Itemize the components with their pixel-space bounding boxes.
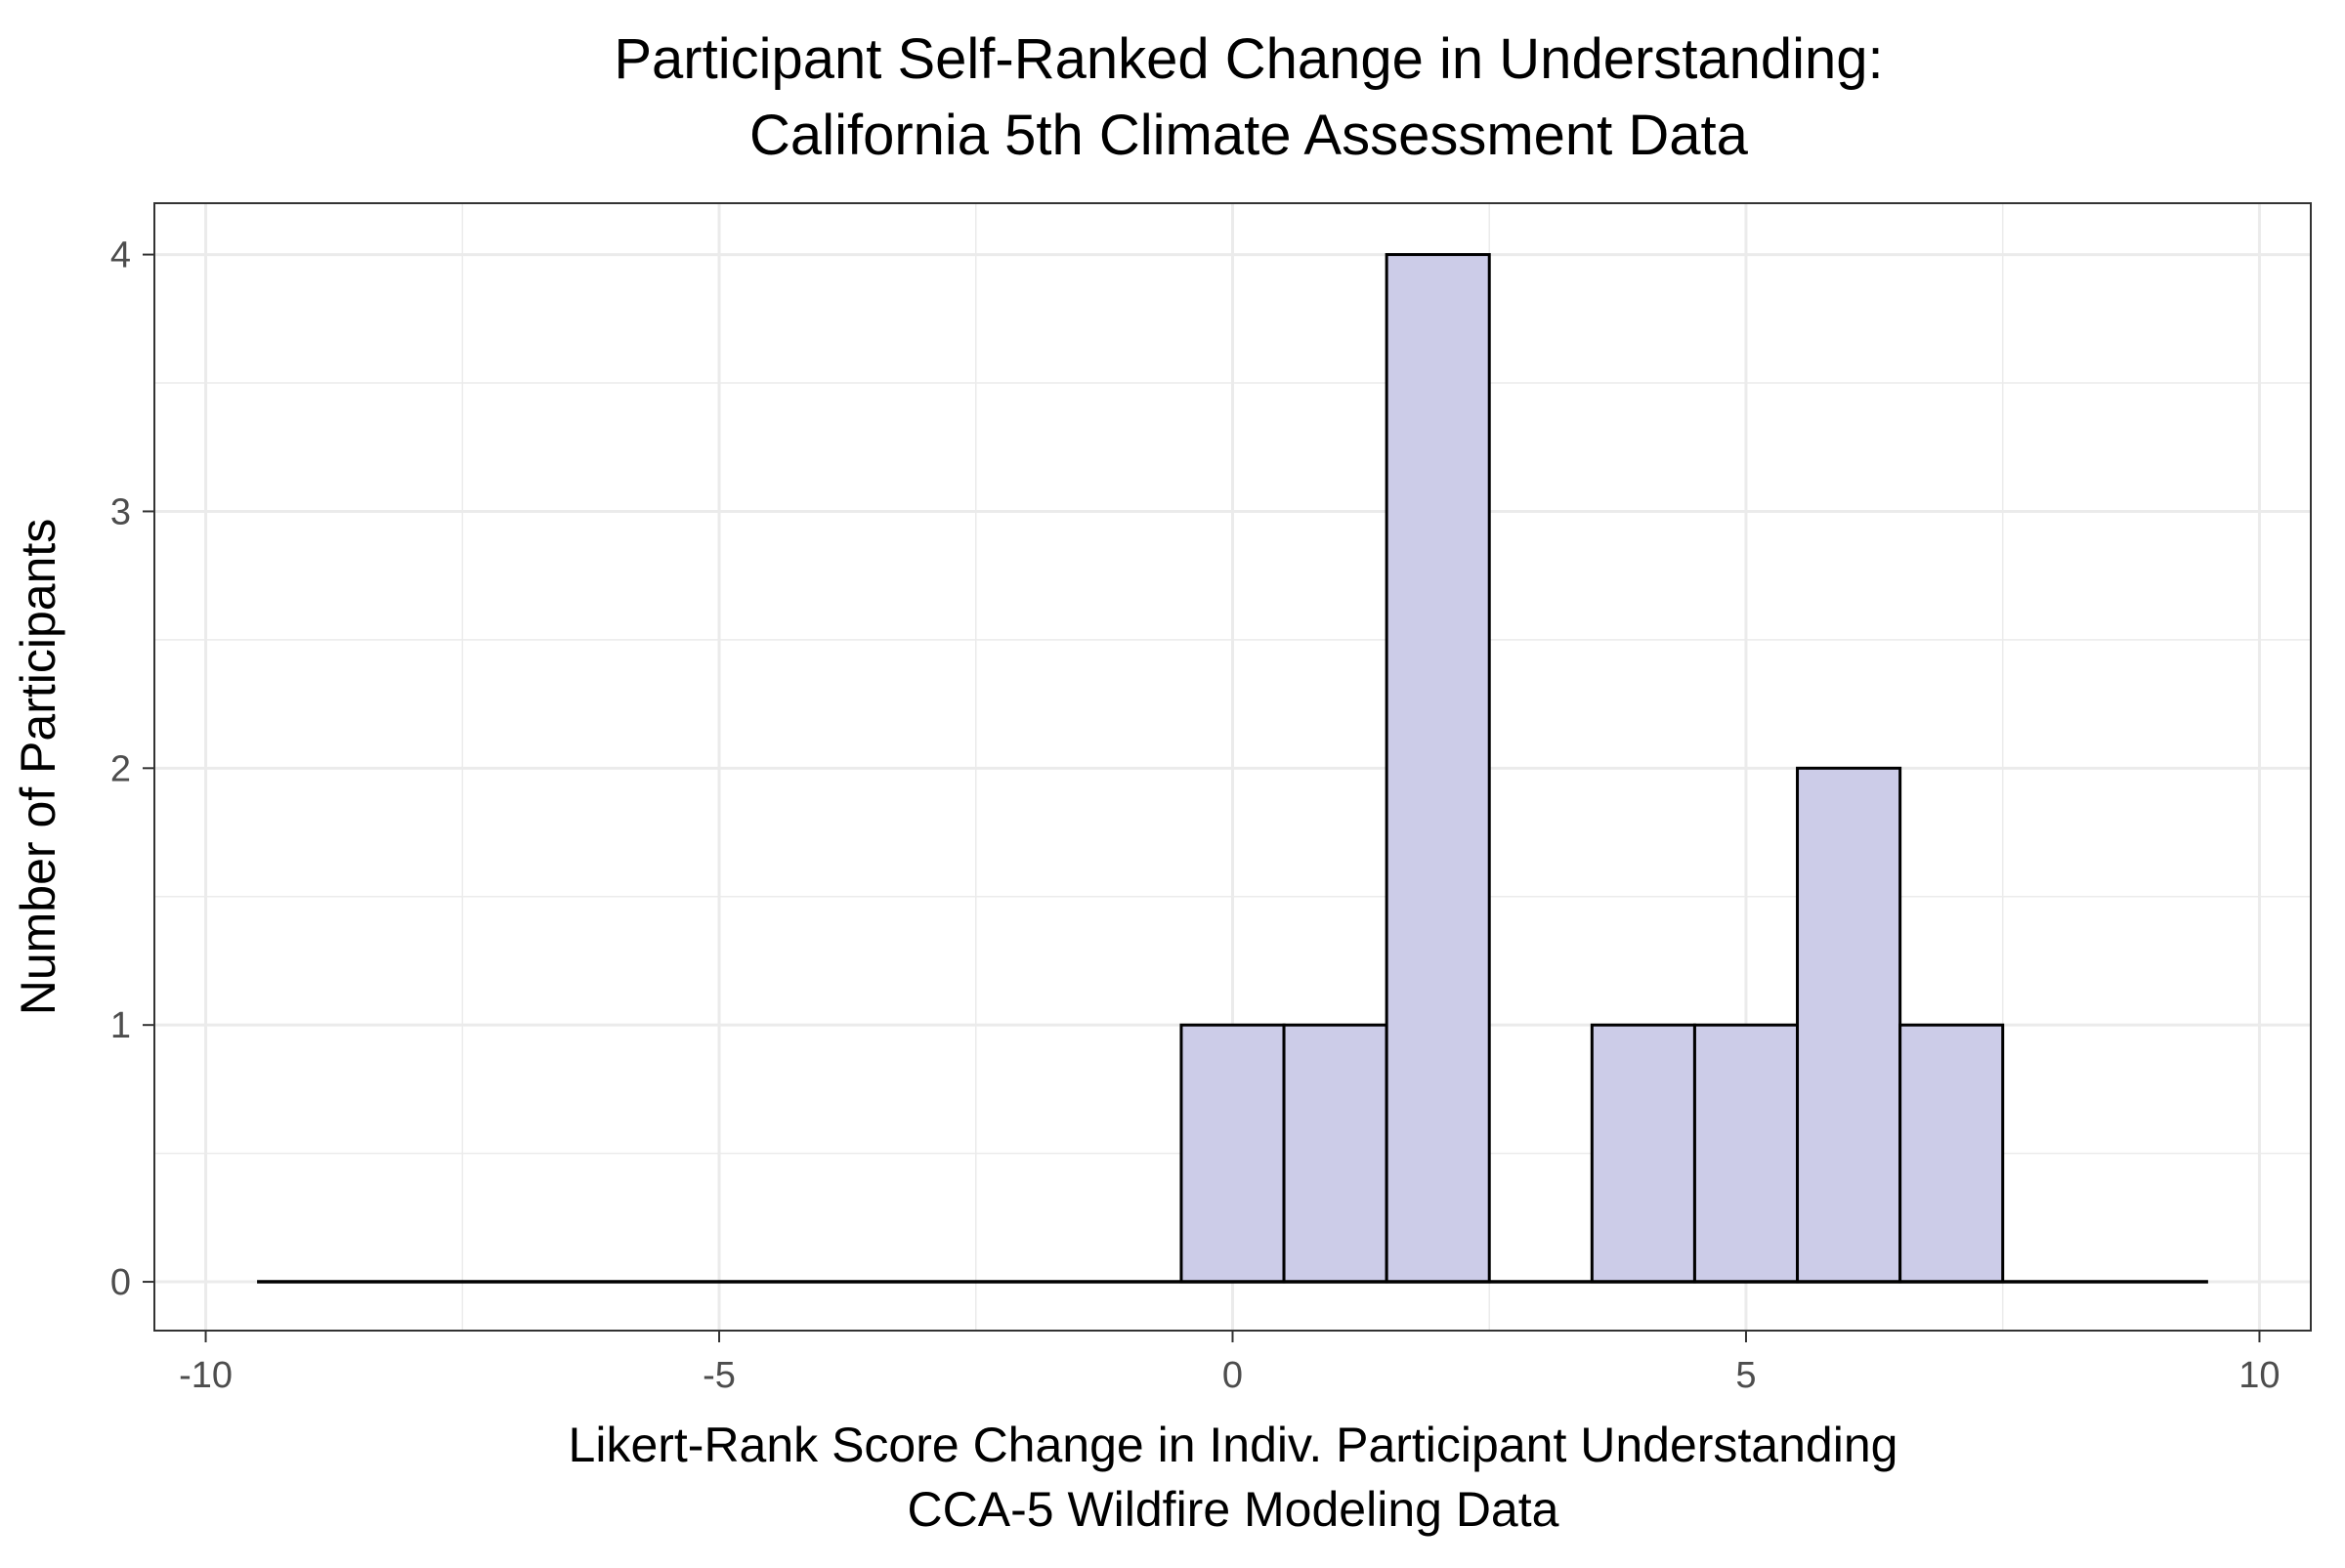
x-tick-label: 10 — [2238, 1355, 2280, 1396]
y-tick-label: 0 — [110, 1262, 131, 1303]
histogram-bar — [1796, 766, 1902, 1284]
x-tick-label: -10 — [179, 1355, 233, 1396]
chart-title-line-1: Participant Self-Ranked Change in Unders… — [614, 27, 1883, 91]
chart-title-line-2: California 5th Climate Assessment Data — [749, 104, 1749, 167]
y-tick-label: 2 — [110, 748, 131, 789]
x-axis-label-line-1: Likert-Rank Score Change in Indiv. Parti… — [569, 1418, 1898, 1472]
histogram-bar — [1692, 1023, 1800, 1284]
y-tick-label: 3 — [110, 491, 131, 532]
histogram-bar — [1179, 1023, 1286, 1284]
histogram-bar — [1898, 1023, 2005, 1284]
histogram-bar — [1590, 1023, 1696, 1284]
histogram-bar — [1385, 253, 1491, 1284]
x-axis-label-line-2: CCA-5 Wildfire Modeling Data — [908, 1482, 1559, 1537]
y-axis-label: Number of Participants — [11, 519, 65, 1016]
bars-layer — [1179, 253, 2005, 1284]
x-tick-label: -5 — [703, 1355, 736, 1396]
axes-layer: -10 -5 0 5 10 0 1 2 3 4 — [110, 235, 2281, 1396]
x-tick-label: 0 — [1222, 1355, 1243, 1396]
y-tick-label: 1 — [110, 1005, 131, 1046]
y-tick-label: 4 — [110, 235, 131, 276]
x-tick-label: 5 — [1735, 1355, 1756, 1396]
histogram-bar — [1282, 1023, 1388, 1284]
